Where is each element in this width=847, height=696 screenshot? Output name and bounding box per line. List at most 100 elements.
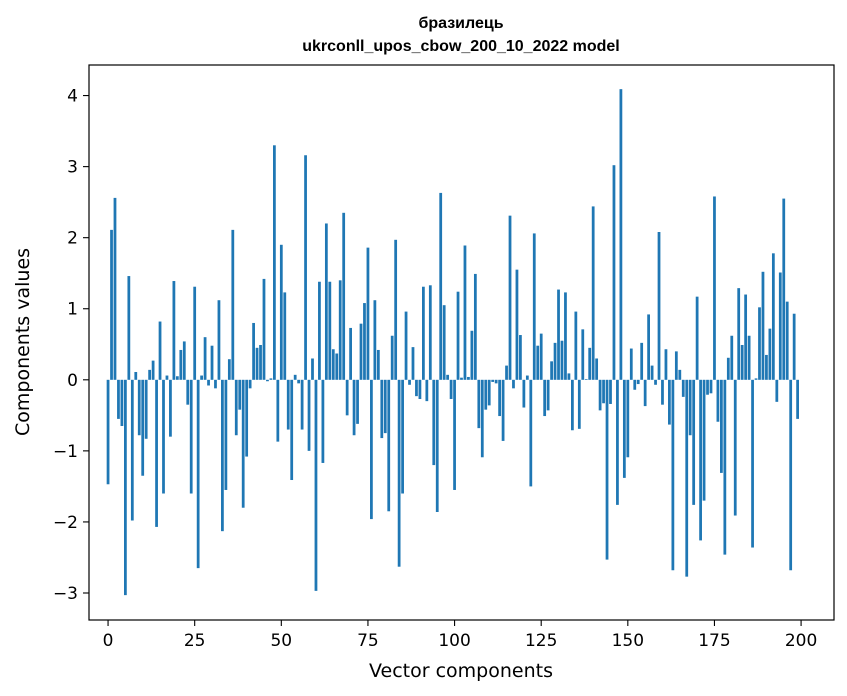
bar — [286, 379, 290, 430]
bar — [366, 247, 370, 380]
bar — [446, 374, 450, 380]
bar — [543, 379, 547, 417]
bar — [158, 321, 162, 380]
bar — [557, 289, 560, 380]
bar — [314, 379, 318, 591]
bar — [262, 278, 266, 380]
bar — [134, 371, 138, 380]
x-tick-label: 125 — [525, 631, 557, 651]
bar — [508, 215, 512, 380]
bar — [484, 379, 488, 410]
bar — [338, 280, 342, 380]
bar — [449, 379, 453, 399]
bar — [435, 379, 439, 512]
bar — [390, 335, 394, 380]
bar — [324, 223, 328, 380]
bar — [775, 379, 779, 402]
bar — [681, 379, 685, 397]
bar — [425, 379, 429, 402]
bar — [605, 379, 609, 560]
y-tick-label: −1 — [53, 442, 78, 462]
bar — [584, 379, 588, 380]
bar — [432, 379, 436, 466]
bar — [571, 379, 574, 431]
bar — [491, 379, 495, 382]
bar — [124, 379, 127, 596]
bar — [151, 360, 155, 380]
bar — [297, 379, 301, 384]
y-axis-label: Components values — [12, 248, 34, 436]
x-tick-label: 25 — [184, 631, 206, 651]
bar — [363, 303, 366, 380]
bar — [453, 379, 456, 490]
bar — [477, 379, 481, 429]
bar — [702, 379, 706, 501]
bar — [564, 292, 567, 380]
bar — [699, 379, 702, 541]
bar — [331, 349, 335, 380]
bar — [342, 212, 346, 380]
bar — [141, 379, 145, 476]
bar — [723, 379, 727, 555]
bar — [241, 379, 245, 508]
bar — [633, 379, 637, 390]
chart-title-line-2: ukrconll_upos_cbow_200_10_2022 model — [302, 38, 619, 55]
bar — [207, 379, 210, 386]
bar — [460, 377, 463, 380]
bar — [345, 379, 349, 416]
bar — [422, 286, 425, 380]
bar — [602, 379, 605, 404]
bar — [525, 375, 529, 380]
bar — [221, 379, 224, 532]
bar — [668, 379, 671, 425]
bar — [117, 379, 120, 419]
bar — [626, 379, 630, 458]
bar — [144, 379, 148, 439]
bar — [175, 376, 179, 380]
bar — [754, 378, 758, 380]
bar — [609, 379, 612, 404]
bar — [588, 347, 592, 380]
bar — [373, 300, 377, 380]
bar — [619, 89, 623, 380]
bar — [650, 365, 654, 380]
bar — [335, 353, 339, 380]
bar — [536, 345, 540, 380]
bar — [629, 348, 633, 380]
bar — [737, 288, 741, 380]
bar — [467, 376, 470, 380]
bar — [529, 379, 533, 487]
bar — [647, 314, 650, 380]
bar — [546, 379, 550, 411]
x-tick-label: 175 — [698, 631, 730, 651]
bar — [370, 379, 373, 520]
bar — [273, 145, 276, 380]
bar — [782, 198, 786, 380]
bar — [356, 379, 359, 424]
bar — [709, 379, 713, 394]
bar — [179, 349, 183, 380]
bar — [259, 344, 262, 380]
bar — [487, 379, 491, 406]
bar — [279, 244, 283, 380]
bar — [172, 281, 176, 380]
bar — [657, 232, 661, 380]
bar — [321, 379, 325, 463]
bar — [661, 379, 664, 405]
bar — [574, 311, 578, 380]
bar — [290, 379, 294, 481]
bar — [512, 379, 515, 389]
bar — [522, 379, 526, 408]
bar — [473, 273, 477, 380]
bar — [439, 192, 443, 380]
bar — [304, 155, 307, 380]
bar — [612, 165, 616, 380]
chart-title-line-1: бразилець — [418, 15, 503, 32]
bar — [751, 379, 754, 548]
bar — [654, 379, 657, 385]
bar — [598, 379, 602, 411]
bar — [276, 379, 280, 442]
bar — [494, 379, 498, 384]
bar — [328, 281, 332, 380]
